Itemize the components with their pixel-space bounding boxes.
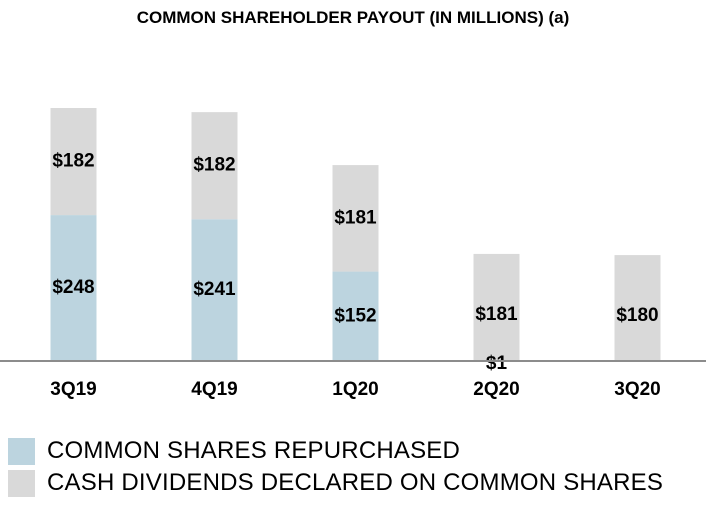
bar-1q20-series-0 — [332, 271, 379, 361]
legend-label-dividends: CASH DIVIDENDS DECLARED ON COMMON SHARES — [47, 469, 664, 496]
data-label-4q19-dividends: $182 — [193, 155, 235, 176]
legend-swatch-repurchased — [8, 437, 35, 465]
bar-3q20-series-1 — [614, 255, 661, 361]
data-label-2q20-dividends: $181 — [475, 304, 518, 325]
x-tick-label-3q20: 3Q20 — [614, 379, 660, 400]
data-label-3q19-dividends: $182 — [52, 151, 94, 172]
x-tick-label-3q19: 3Q19 — [50, 379, 96, 400]
data-label-1q20-dividends: $181 — [334, 207, 377, 228]
data-label-3q20-dividends: $180 — [616, 305, 658, 326]
bar-1q20-series-1 — [332, 165, 379, 272]
data-label-3q19-repurchased: $248 — [52, 277, 94, 298]
data-label-2q20-repurchased: $1 — [486, 353, 508, 374]
bar-chart: $248 $182 3Q19 $241 $182 4Q19 $152 $181 1Q20 $1 $1… — [0, 108, 706, 400]
bar-3q19-series-1 — [50, 108, 97, 216]
bar-4q19-series-0 — [191, 219, 238, 361]
bar-2q20-series-1 — [473, 253, 520, 361]
legend-item-dividends: CASH DIVIDENDS DECLARED ON COMMON SHARES — [8, 468, 663, 498]
x-tick-label-4q19: 4Q19 — [191, 379, 237, 400]
bar-4q19-series-1 — [191, 112, 238, 220]
data-label-1q20-repurchased: $152 — [334, 305, 376, 326]
legend-label-repurchased: COMMON SHARES REPURCHASED — [47, 437, 461, 464]
data-label-4q19-repurchased: $241 — [193, 279, 236, 300]
chart-title: COMMON SHAREHOLDER PAYOUT (IN MILLIONS) … — [136, 8, 570, 27]
x-tick-label-1q20: 1Q20 — [332, 379, 378, 400]
legend: COMMON SHARES REPURCHASED CASH DIVIDENDS… — [8, 436, 663, 500]
bar-3q19-series-0 — [50, 215, 97, 361]
legend-swatch-dividends — [8, 469, 35, 497]
x-tick-label-2q20: 2Q20 — [473, 379, 519, 400]
legend-item-repurchased: COMMON SHARES REPURCHASED — [8, 436, 663, 466]
